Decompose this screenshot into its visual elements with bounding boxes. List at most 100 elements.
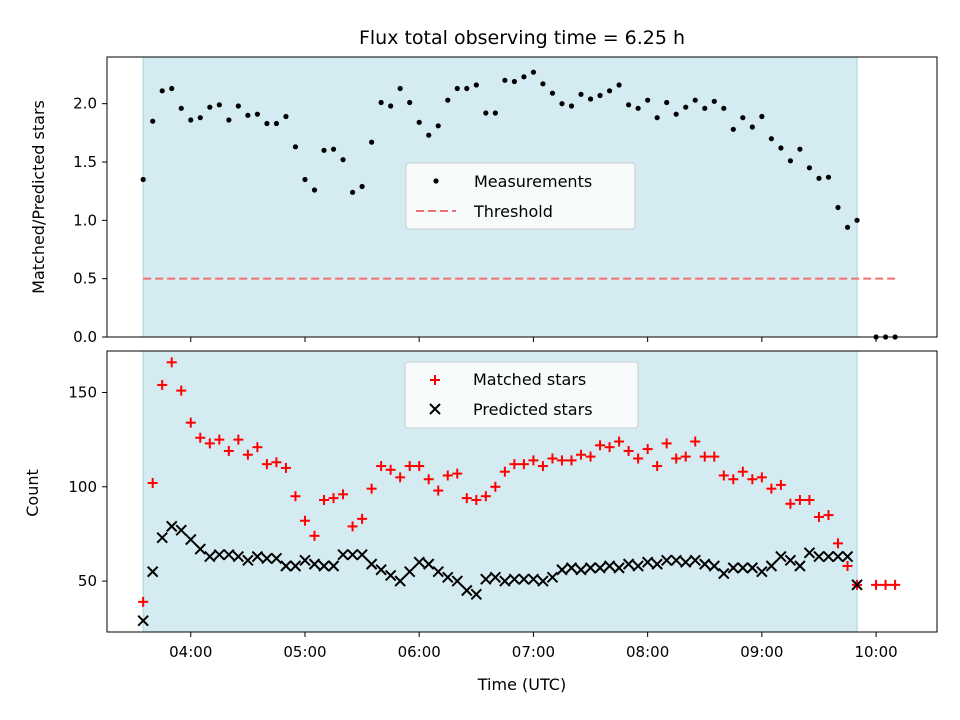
measurement-point: [549, 90, 556, 96]
predicted-star-point: [365, 558, 378, 570]
measurement-point: [692, 97, 698, 103]
matched-star-point: [185, 417, 196, 428]
measurement-point: [540, 81, 546, 87]
matched-star-point: [242, 449, 253, 460]
counts-y-tick-label: 50: [78, 572, 97, 590]
measurement-point: [264, 120, 270, 127]
chart-title: Flux total observing time = 6.25 h: [359, 27, 685, 49]
predicted-star-point: [251, 550, 264, 563]
ratio-ticks: 0.0 0.5 1.0 1.5 2.0: [73, 95, 877, 346]
matched-star-point: [680, 451, 691, 462]
matched-star-point: [347, 521, 358, 532]
measurement-point: [797, 146, 803, 152]
matched-star-point: [528, 455, 539, 466]
matched-star-point: [633, 453, 644, 464]
matched-star-point: [756, 472, 767, 483]
predicted-star-point: [680, 556, 692, 568]
measurement-point: [578, 91, 584, 97]
measurement-point: [330, 146, 337, 152]
counts-axes-frame: [106, 350, 938, 633]
matched-star-point: [871, 579, 882, 590]
legend-measurements-marker: [433, 178, 439, 184]
predicted-star-point: [175, 524, 187, 536]
predicted-star-point: [185, 533, 197, 546]
counts-ticks: 04:00 05:00 06:00 07:00 08:00 09:00 10:00 50 100…: [68, 383, 897, 661]
counts-legend: Matched stars Predicted stars: [404, 361, 639, 429]
matched-star-point: [442, 470, 453, 481]
measurement-point: [806, 165, 813, 171]
predicted-star-point: [299, 554, 311, 567]
predicted-star-point: [689, 554, 701, 567]
ratio-legend: Measurements Threshold: [405, 162, 636, 230]
predicted-star-point: [442, 571, 454, 584]
matched-star-point: [404, 461, 415, 472]
predicted-star-point: [413, 556, 425, 568]
measurement-point: [473, 82, 479, 88]
matched-star-point: [785, 498, 796, 509]
ratio-y-tick-label: 2.0: [73, 95, 97, 113]
counts-y-tick-label: 150: [68, 383, 97, 401]
matched-star-point: [138, 596, 149, 607]
counts-y-axis-label: Count: [23, 469, 42, 517]
measurement-point: [492, 110, 498, 116]
predicted-star-point: [261, 552, 273, 565]
predicted-star-point: [603, 560, 616, 572]
counts-x-tick-label: 06:00: [398, 643, 441, 661]
measurement-point: [740, 115, 746, 121]
counts-y-tick-label: 100: [68, 478, 97, 496]
matched-star-point: [252, 442, 263, 453]
measurement-point: [378, 99, 384, 106]
predicted-star-point: [641, 556, 654, 568]
matched-star-point: [604, 442, 615, 453]
measurement-point: [359, 183, 365, 190]
measurement-point: [188, 117, 194, 123]
measurement-point: [388, 103, 394, 109]
ratio-legend-box: [405, 162, 636, 230]
matched-star-point: [566, 455, 577, 466]
predicted-star-point: [841, 550, 854, 563]
predicted-star-point: [822, 550, 835, 563]
ratio-axes-frame: [106, 56, 938, 338]
predicted-star-point: [423, 558, 435, 570]
predicted-star-point: [708, 560, 720, 572]
measurement-point: [426, 132, 432, 138]
measurement-point: [226, 117, 232, 123]
measurement-point: [730, 126, 736, 132]
predicted-star-point: [670, 554, 682, 567]
predicted-star-point: [651, 558, 663, 570]
measurement-point: [435, 123, 441, 129]
predicted-star-point: [851, 579, 863, 591]
predicted-star-point: [775, 550, 787, 563]
predicted-star-point: [327, 560, 340, 572]
measurement-point: [616, 82, 622, 88]
matched-star-point: [319, 494, 330, 505]
matched-star-point: [690, 436, 701, 447]
matched-star-point: [157, 379, 168, 390]
x-axis-label: Time (UTC): [477, 675, 566, 694]
measurement-point: [568, 103, 575, 109]
matched-star-point: [652, 461, 663, 472]
matched-star-point: [414, 461, 425, 472]
matched-star-point: [385, 464, 396, 475]
legend-matched-marker: [430, 375, 440, 385]
measurement-point: [216, 102, 222, 108]
matched-star-point: [813, 511, 824, 522]
matched-star-point: [338, 489, 349, 500]
measurement-point: [416, 119, 422, 125]
matched-star-point: [671, 453, 682, 464]
matched-star-point: [794, 494, 805, 505]
predicted-star-point: [451, 575, 463, 587]
measurement-point: [369, 139, 375, 145]
predicted-star-point: [632, 560, 644, 572]
predicted-star-point: [546, 571, 559, 584]
predicted-star-point: [784, 554, 797, 567]
measurement-point: [407, 99, 413, 106]
matched-star-point: [195, 432, 206, 443]
matched-star-point: [718, 470, 729, 481]
counts-marks: [137, 357, 901, 627]
predicted-star-point: [499, 575, 511, 587]
measurement-point: [521, 74, 527, 80]
predicted-star-point: [489, 571, 502, 584]
matched-star-point: [823, 510, 834, 521]
